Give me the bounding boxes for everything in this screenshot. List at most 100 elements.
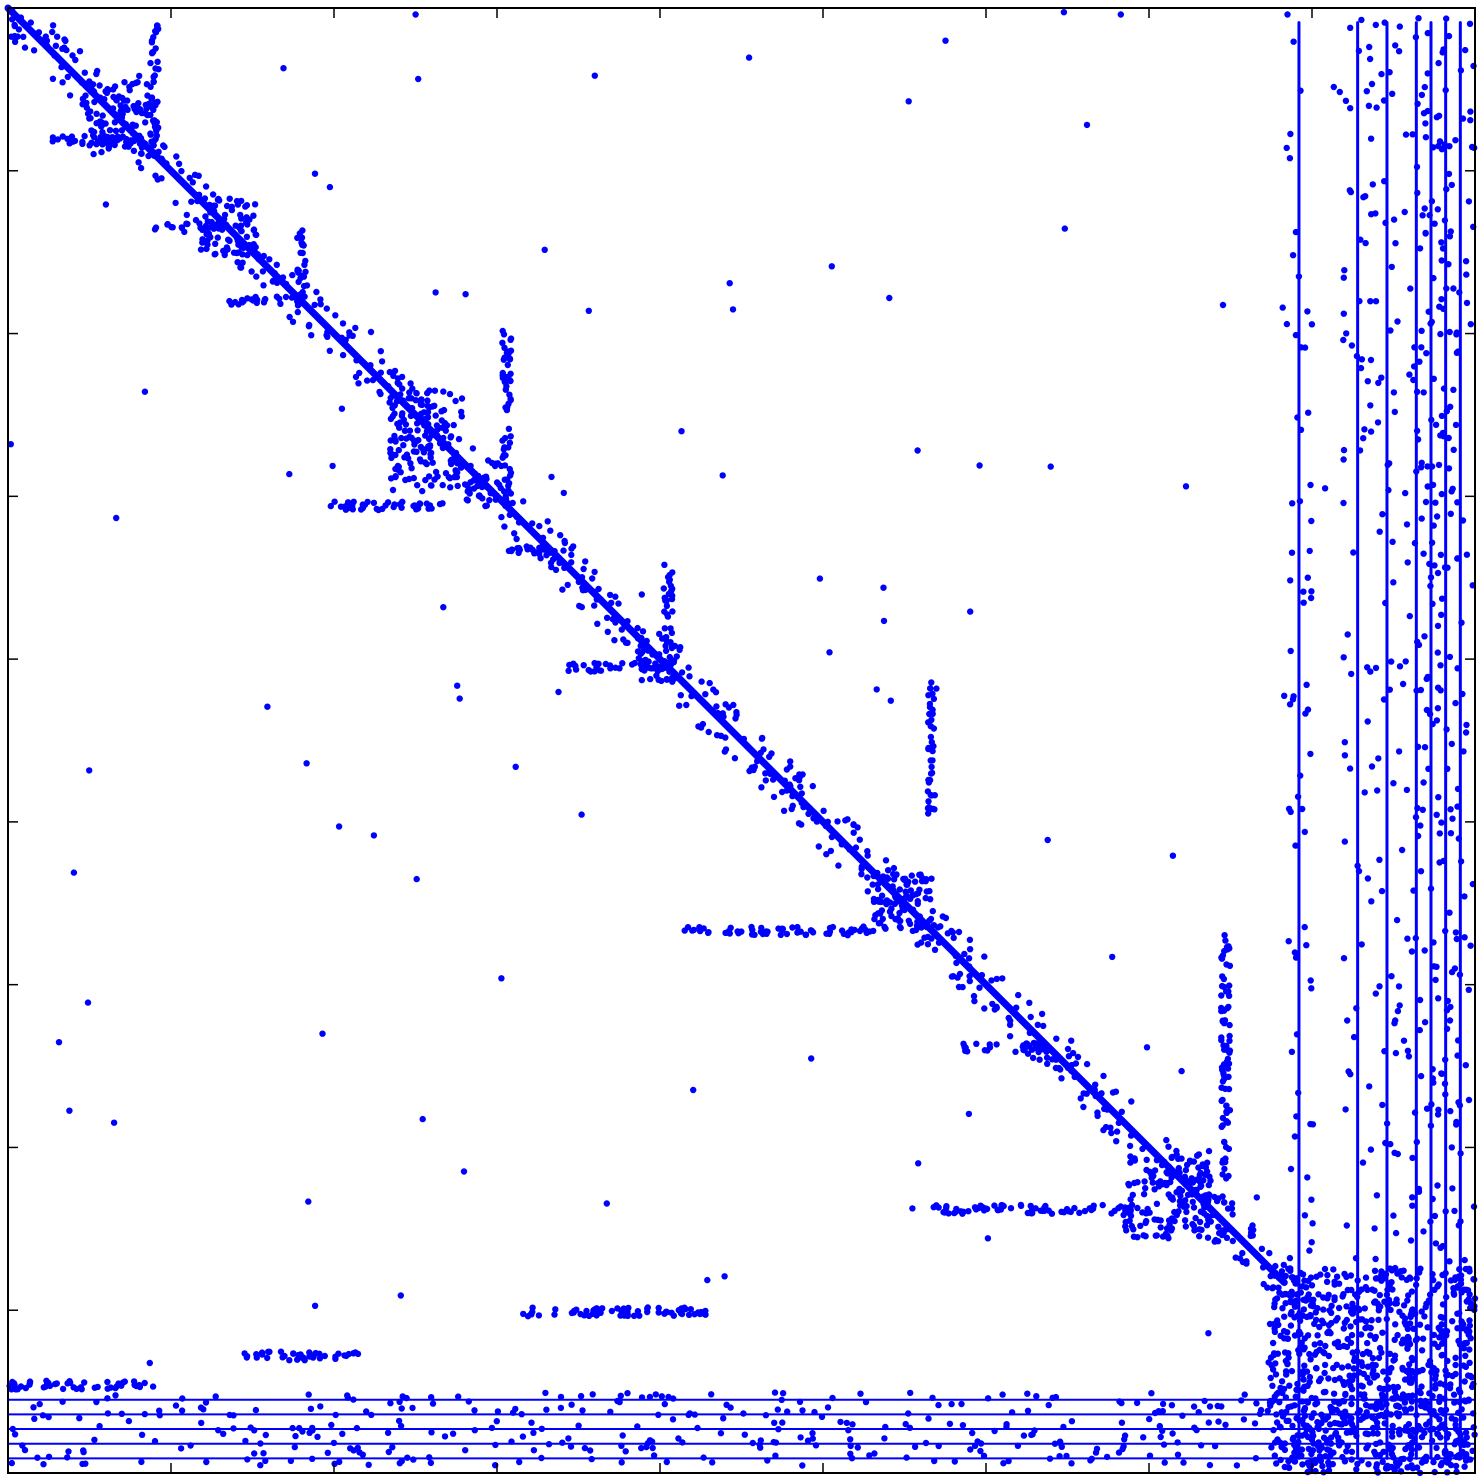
- nonzero-marker: [1371, 1267, 1379, 1275]
- nonzero-marker: [1446, 1258, 1453, 1265]
- nonzero-marker: [1461, 1378, 1468, 1385]
- nonzero-marker: [762, 930, 770, 937]
- nonzero-marker: [90, 150, 97, 158]
- nonzero-marker: [579, 1407, 586, 1414]
- nonzero-marker: [1357, 1382, 1365, 1389]
- nonzero-marker: [1279, 304, 1286, 311]
- nonzero-marker: [1344, 1017, 1351, 1024]
- nonzero-marker: [561, 564, 568, 571]
- nonzero-marker: [1221, 1165, 1228, 1173]
- nonzero-marker: [1123, 1227, 1130, 1234]
- nonzero-marker: [1118, 1399, 1125, 1407]
- nonzero-marker: [1406, 612, 1414, 620]
- nonzero-marker: [426, 1454, 433, 1461]
- nonzero-marker: [1411, 1109, 1419, 1116]
- nonzero-marker: [1389, 90, 1396, 98]
- nonzero-marker: [1383, 1120, 1391, 1127]
- nonzero-marker: [879, 915, 886, 923]
- nonzero-marker: [1448, 181, 1456, 189]
- nonzero-marker: [663, 676, 671, 683]
- nonzero-marker: [499, 339, 506, 346]
- nonzero-marker: [837, 1418, 844, 1426]
- nonzero-marker: [280, 65, 287, 72]
- nonzero-marker: [1430, 375, 1438, 382]
- nonzero-marker: [1137, 1222, 1144, 1230]
- nonzero-marker: [1320, 1349, 1327, 1356]
- nonzero-marker: [1435, 1281, 1442, 1288]
- nonzero-marker: [397, 1422, 405, 1430]
- nonzero-marker: [1224, 1055, 1232, 1063]
- nonzero-marker: [1181, 1217, 1189, 1224]
- nonzero-marker: [1445, 465, 1453, 472]
- nonzero-marker: [1197, 1442, 1205, 1449]
- nonzero-marker: [258, 1349, 266, 1356]
- nonzero-marker: [993, 1041, 1000, 1048]
- nonzero-marker: [1417, 868, 1425, 875]
- nonzero-marker: [565, 667, 572, 674]
- nonzero-marker: [1301, 344, 1309, 351]
- nonzero-marker: [902, 1420, 909, 1428]
- nonzero-marker: [687, 1306, 694, 1313]
- nonzero-marker: [1325, 1352, 1333, 1360]
- nonzero-marker: [45, 1453, 53, 1461]
- nonzero-marker: [1405, 1053, 1413, 1060]
- nonzero-marker: [1331, 1278, 1338, 1286]
- nonzero-marker: [1306, 1378, 1313, 1386]
- nonzero-marker: [1331, 1376, 1339, 1384]
- nonzero-marker: [1374, 419, 1382, 426]
- nonzero-marker: [1414, 804, 1421, 812]
- nonzero-marker: [1285, 1265, 1292, 1273]
- nonzero-marker: [281, 1352, 288, 1360]
- nonzero-marker: [69, 52, 76, 59]
- nonzero-marker: [1423, 1105, 1431, 1112]
- nonzero-marker: [772, 1452, 779, 1459]
- nonzero-marker: [53, 1380, 60, 1387]
- nonzero-marker: [956, 970, 964, 978]
- nonzero-marker: [1451, 1207, 1458, 1215]
- nonzero-marker: [619, 660, 626, 667]
- nonzero-marker: [1412, 1337, 1420, 1344]
- nonzero-marker: [1382, 219, 1389, 226]
- nonzero-marker: [1354, 862, 1361, 869]
- nonzero-marker: [1457, 858, 1465, 865]
- nonzero-marker: [882, 1423, 889, 1431]
- nonzero-marker: [1314, 1332, 1321, 1339]
- nonzero-marker: [1280, 1261, 1288, 1269]
- nonzero-marker: [1280, 1327, 1288, 1335]
- nonzero-marker: [958, 1400, 965, 1408]
- nonzero-marker: [1225, 1003, 1232, 1011]
- nonzero-marker: [835, 862, 842, 869]
- nonzero-marker: [458, 408, 465, 416]
- nonzero-marker: [1301, 1362, 1308, 1369]
- nonzero-marker: [326, 347, 333, 354]
- nonzero-marker: [1068, 1418, 1076, 1425]
- nonzero-marker: [1348, 1456, 1355, 1463]
- nonzero-marker: [35, 29, 43, 36]
- nonzero-marker: [1271, 1328, 1279, 1336]
- nonzero-marker: [1432, 1375, 1439, 1383]
- nonzero-marker: [788, 805, 795, 813]
- nonzero-marker: [1151, 1186, 1158, 1193]
- nonzero-marker: [1410, 363, 1418, 370]
- nonzero-marker: [1438, 146, 1446, 153]
- nonzero-marker: [498, 975, 505, 982]
- nonzero-marker: [689, 927, 696, 934]
- nonzero-marker: [506, 348, 513, 355]
- nonzero-marker: [398, 1405, 405, 1412]
- nonzero-marker: [1294, 793, 1302, 800]
- nonzero-marker: [798, 799, 805, 806]
- nonzero-marker: [1065, 1053, 1073, 1060]
- nonzero-marker: [1278, 1443, 1285, 1451]
- nonzero-marker: [388, 454, 395, 462]
- nonzero-marker: [377, 369, 384, 376]
- nonzero-marker: [804, 1437, 812, 1444]
- nonzero-marker: [104, 1395, 111, 1402]
- nonzero-marker: [104, 136, 111, 143]
- nonzero-marker: [1373, 1464, 1380, 1471]
- nonzero-marker: [1317, 1271, 1324, 1278]
- nonzero-marker: [1451, 965, 1459, 972]
- nonzero-marker: [233, 234, 241, 242]
- nonzero-marker: [1358, 941, 1365, 948]
- nonzero-marker: [980, 1452, 988, 1460]
- nonzero-marker: [398, 504, 405, 511]
